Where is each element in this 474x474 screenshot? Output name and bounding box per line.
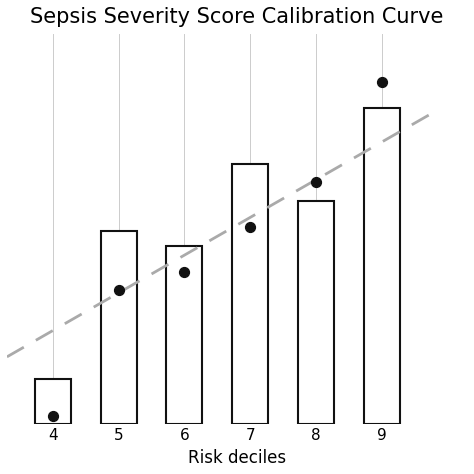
Bar (364, 108, 400, 424)
Point (115, 286, 122, 294)
X-axis label: Risk deciles: Risk deciles (188, 449, 286, 467)
Title: Sepsis Severity Score Calibration Curve: Sepsis Severity Score Calibration Curve (30, 7, 444, 27)
Point (181, 268, 188, 275)
Point (49, 412, 57, 420)
Bar (232, 164, 268, 424)
Bar (35, 379, 71, 424)
Bar (298, 201, 334, 424)
Point (378, 79, 385, 86)
Point (312, 179, 319, 186)
Bar (166, 246, 202, 424)
Point (246, 223, 254, 231)
Bar (100, 231, 137, 424)
